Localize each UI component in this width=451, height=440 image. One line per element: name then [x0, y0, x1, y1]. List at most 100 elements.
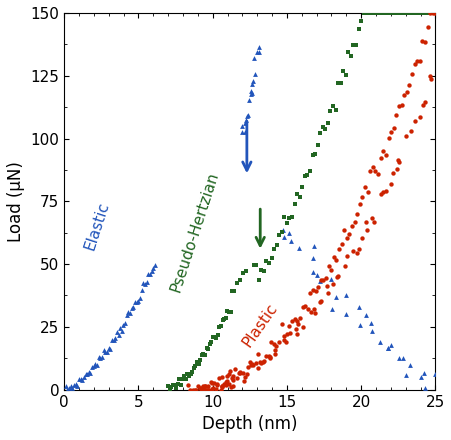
Point	[121, 320, 129, 327]
Point	[426, 9, 433, 16]
Point	[288, 213, 295, 220]
Point	[322, 275, 329, 282]
Point	[392, 9, 400, 16]
Point	[247, 362, 254, 369]
Point	[100, 346, 107, 353]
Point	[419, 369, 427, 376]
Point	[352, 41, 359, 48]
Point	[218, 382, 225, 389]
Point	[113, 329, 120, 336]
Point	[384, 134, 391, 141]
Point	[310, 310, 318, 317]
Point	[375, 9, 382, 16]
Point	[212, 335, 219, 342]
Point	[340, 227, 347, 234]
Point	[198, 352, 205, 359]
Point	[255, 44, 262, 51]
Point	[316, 299, 323, 306]
Point	[413, 58, 420, 65]
Point	[124, 308, 132, 315]
Point	[260, 358, 267, 365]
Point	[423, 9, 430, 16]
Point	[319, 276, 326, 283]
Point	[328, 306, 335, 313]
Point	[184, 371, 191, 378]
Point	[77, 375, 84, 382]
Point	[133, 298, 140, 305]
Point	[353, 211, 360, 218]
Point	[223, 378, 230, 385]
Point	[303, 171, 310, 178]
Point	[401, 372, 409, 379]
Point	[266, 353, 273, 360]
Point	[341, 291, 349, 298]
Point	[206, 341, 213, 348]
Point	[174, 380, 181, 387]
Point	[405, 81, 412, 88]
Point	[214, 331, 221, 338]
Point	[342, 235, 350, 242]
Point	[270, 245, 277, 252]
Point	[87, 370, 94, 377]
Point	[78, 376, 86, 383]
Point	[290, 316, 298, 323]
Point	[106, 345, 114, 352]
Point	[69, 385, 76, 392]
Point	[220, 315, 227, 323]
Point	[357, 234, 364, 241]
Point	[314, 283, 321, 290]
Point	[250, 55, 258, 62]
Point	[233, 374, 240, 381]
Point	[260, 267, 267, 274]
Point	[253, 48, 261, 55]
Point	[369, 9, 377, 16]
Point	[306, 308, 313, 315]
Point	[192, 386, 199, 393]
Point	[295, 244, 302, 251]
Point	[339, 67, 346, 74]
Point	[316, 278, 323, 285]
Point	[311, 150, 318, 157]
Point	[177, 382, 184, 389]
Point	[196, 356, 203, 363]
Point	[194, 382, 202, 389]
Point	[308, 269, 315, 276]
Text: Pseudo-Hertzian: Pseudo-Hertzian	[168, 170, 221, 294]
Point	[97, 354, 104, 361]
Point	[377, 9, 384, 16]
Point	[334, 79, 341, 86]
Point	[368, 327, 375, 334]
Point	[254, 350, 261, 357]
Point	[67, 383, 74, 390]
Point	[197, 385, 204, 392]
Point	[252, 261, 259, 268]
Point	[285, 330, 293, 337]
Point	[392, 111, 399, 118]
Point	[223, 373, 230, 380]
Point	[226, 367, 233, 374]
Point	[82, 371, 89, 378]
Point	[370, 219, 377, 226]
Point	[386, 342, 393, 349]
Point	[215, 323, 222, 330]
Point	[373, 171, 381, 178]
Point	[341, 72, 349, 79]
Point	[390, 9, 397, 16]
Point	[62, 382, 69, 389]
Point	[376, 190, 383, 197]
Point	[118, 327, 125, 334]
Point	[128, 304, 135, 311]
Point	[275, 231, 282, 238]
Point	[201, 382, 208, 389]
Point	[354, 245, 362, 252]
Point	[139, 280, 147, 287]
Point	[326, 275, 333, 282]
Point	[296, 315, 303, 322]
Point	[254, 364, 261, 371]
Point	[335, 246, 342, 253]
Point	[395, 103, 402, 110]
Point	[423, 23, 430, 30]
Point	[426, 9, 433, 16]
Point	[410, 9, 418, 16]
Point	[387, 9, 395, 16]
